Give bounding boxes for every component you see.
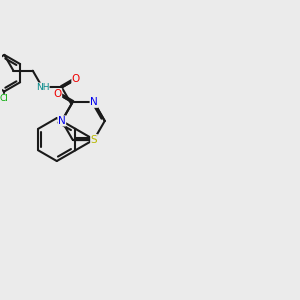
Text: N: N bbox=[90, 97, 98, 107]
Text: S: S bbox=[91, 135, 97, 145]
Text: NH: NH bbox=[36, 83, 49, 92]
Text: N: N bbox=[58, 116, 66, 126]
Text: O: O bbox=[72, 74, 80, 84]
Text: O: O bbox=[53, 89, 62, 99]
Text: Cl: Cl bbox=[0, 94, 9, 103]
